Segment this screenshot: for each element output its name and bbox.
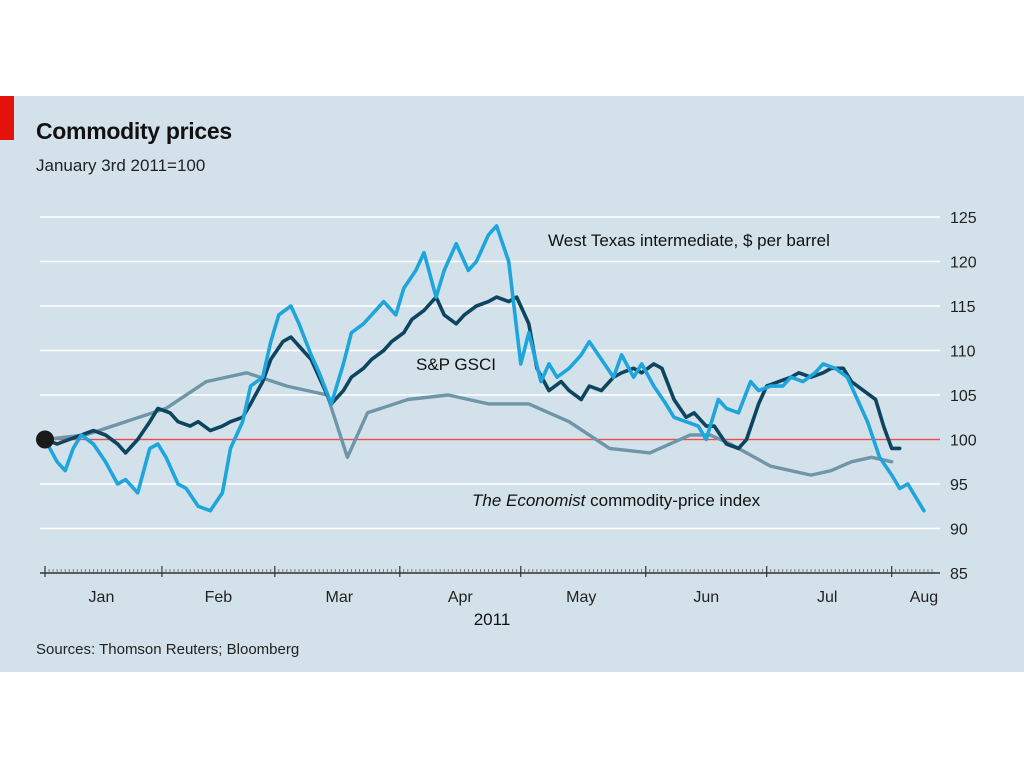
series-label-economist-rest: commodity-price index — [585, 491, 760, 510]
x-axis: Jan Feb Mar Apr May Jun Jul Aug — [40, 566, 940, 606]
series-line-gsci — [43, 295, 902, 455]
chart-subtitle: January 3rd 2011=100 — [36, 156, 206, 175]
y-tick-label: 120 — [950, 255, 977, 272]
series-label-economist-italic: The Economist — [472, 491, 587, 510]
y-tick-label: 90 — [950, 522, 968, 539]
x-tick-label: Mar — [326, 589, 354, 606]
y-tick-labels: 85 90 95 100 105 110 115 120 125 — [950, 210, 977, 583]
gridlines — [40, 216, 940, 530]
x-tick-label: Jun — [693, 589, 719, 606]
start-marker — [36, 430, 54, 449]
y-tick-label: 85 — [950, 566, 968, 583]
y-tick-label: 115 — [950, 299, 976, 316]
y-tick-label: 125 — [950, 210, 977, 227]
series-label-wti: West Texas intermediate, $ per barrel — [548, 231, 830, 250]
start-point-marker — [36, 430, 54, 449]
x-tick-label: Apr — [448, 589, 474, 606]
y-tick-label: 110 — [950, 344, 976, 361]
series-lines — [43, 224, 926, 513]
y-tick-label: 105 — [950, 388, 977, 405]
chart-title: Commodity prices — [36, 118, 232, 144]
series-label-economist: The Economist commodity-price index — [472, 491, 761, 510]
x-axis-year-label: 2011 — [474, 610, 511, 629]
x-tick-label: Aug — [910, 589, 938, 606]
series-label-gsci: S&P GSCI — [416, 355, 496, 374]
red-rectangle-tag — [0, 96, 14, 140]
y-tick-label: 95 — [950, 477, 968, 494]
x-tick-label: May — [566, 589, 596, 606]
x-tick-label: Feb — [205, 589, 233, 606]
x-tick-label: Jan — [89, 589, 115, 606]
series-line-economist — [43, 371, 894, 477]
source-note: Sources: Thomson Reuters; Bloomberg — [36, 641, 300, 658]
x-tick-label: Jul — [817, 589, 837, 606]
series-line-wti — [43, 224, 926, 513]
series-labels: West Texas intermediate, $ per barrel S&… — [416, 231, 830, 629]
y-tick-label: 100 — [950, 433, 977, 450]
